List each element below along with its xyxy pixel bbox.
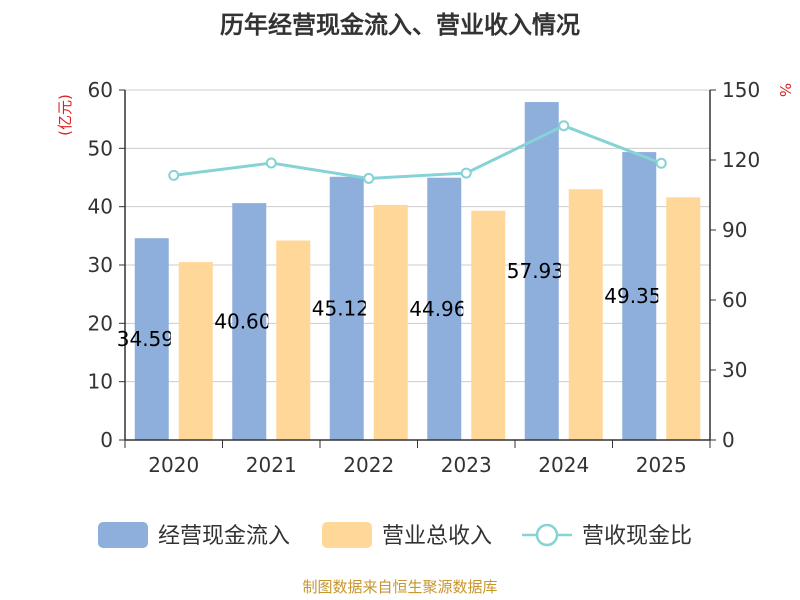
revenue-bar	[568, 189, 603, 440]
cash-inflow-bar	[329, 176, 364, 441]
revenue-bar	[178, 262, 213, 440]
data-label: 45.125	[312, 296, 382, 320]
ratio-point	[265, 157, 277, 169]
data-label: 44.961	[409, 297, 479, 321]
ratio-line-path	[173, 124, 662, 180]
right-axis-unit: %	[776, 83, 794, 97]
x-tick-label: 2024	[538, 453, 589, 477]
bars	[134, 102, 701, 441]
right-tick-label: 0	[722, 428, 735, 452]
revenue-bar	[373, 204, 408, 440]
data-label: 57.932	[507, 259, 577, 283]
ratio-point	[168, 169, 180, 181]
legend-label: 营收现金比	[582, 524, 692, 549]
cash-inflow-bar	[524, 102, 559, 441]
source-note: 制图数据来自恒生聚源数据库	[302, 578, 497, 596]
left-tick-label: 10	[88, 370, 113, 394]
x-tick-label: 2023	[441, 453, 492, 477]
revenue-bar	[471, 210, 506, 440]
right-tick-label: 150	[722, 78, 760, 102]
legend-label: 营业总收入	[382, 524, 492, 549]
ratio-point	[460, 167, 472, 179]
ratio-point	[558, 120, 570, 132]
gridlines	[125, 89, 710, 383]
left-tick-label: 20	[88, 311, 113, 335]
x-tick-label: 2020	[148, 453, 199, 477]
legend-swatch	[98, 522, 148, 548]
data-label: 34.593	[117, 327, 187, 351]
left-tick-label: 30	[88, 253, 113, 277]
left-tick-label: 50	[88, 136, 113, 160]
data-label: 40.608	[214, 310, 284, 334]
cash-inflow-bar	[232, 203, 267, 440]
ratio-line	[168, 120, 667, 184]
legend-label: 经营现金流入	[158, 524, 290, 549]
right-tick-label: 30	[722, 358, 747, 382]
cash-inflow-bar	[622, 152, 657, 440]
right-tick-label: 60	[722, 288, 747, 312]
cash-inflow-bar	[427, 177, 462, 441]
ratio-point	[655, 157, 667, 169]
x-tick-label: 2025	[636, 453, 687, 477]
right-tick-label: 120	[722, 148, 760, 172]
ratio-point	[363, 172, 375, 184]
data-labels: 34.593 40.608 45.125 44.961 57.932 49.359	[117, 259, 674, 351]
legend-swatch	[322, 522, 372, 548]
right-tick-label: 90	[722, 218, 747, 242]
data-label: 49.359	[604, 284, 674, 308]
left-tick-label: 0	[100, 428, 113, 452]
revenue-bar	[666, 197, 701, 440]
chart-title: 历年经营现金流入、营业收入情况	[220, 11, 580, 39]
left-tick-label: 60	[88, 78, 113, 102]
axes: 0 10 20 30 40 50 60 0 30 60 90 120 150 2020 2021 2022 20…	[88, 78, 761, 477]
legend: 经营现金流入 营业总收入 营收现金比	[98, 522, 692, 549]
left-tick-label: 40	[88, 195, 113, 219]
revenue-bar	[276, 240, 311, 440]
x-tick-label: 2021	[246, 453, 297, 477]
legend-marker	[535, 523, 559, 547]
x-tick-label: 2022	[343, 453, 394, 477]
left-axis-unit: (亿元)	[56, 94, 74, 136]
cash-inflow-bar	[134, 238, 169, 440]
